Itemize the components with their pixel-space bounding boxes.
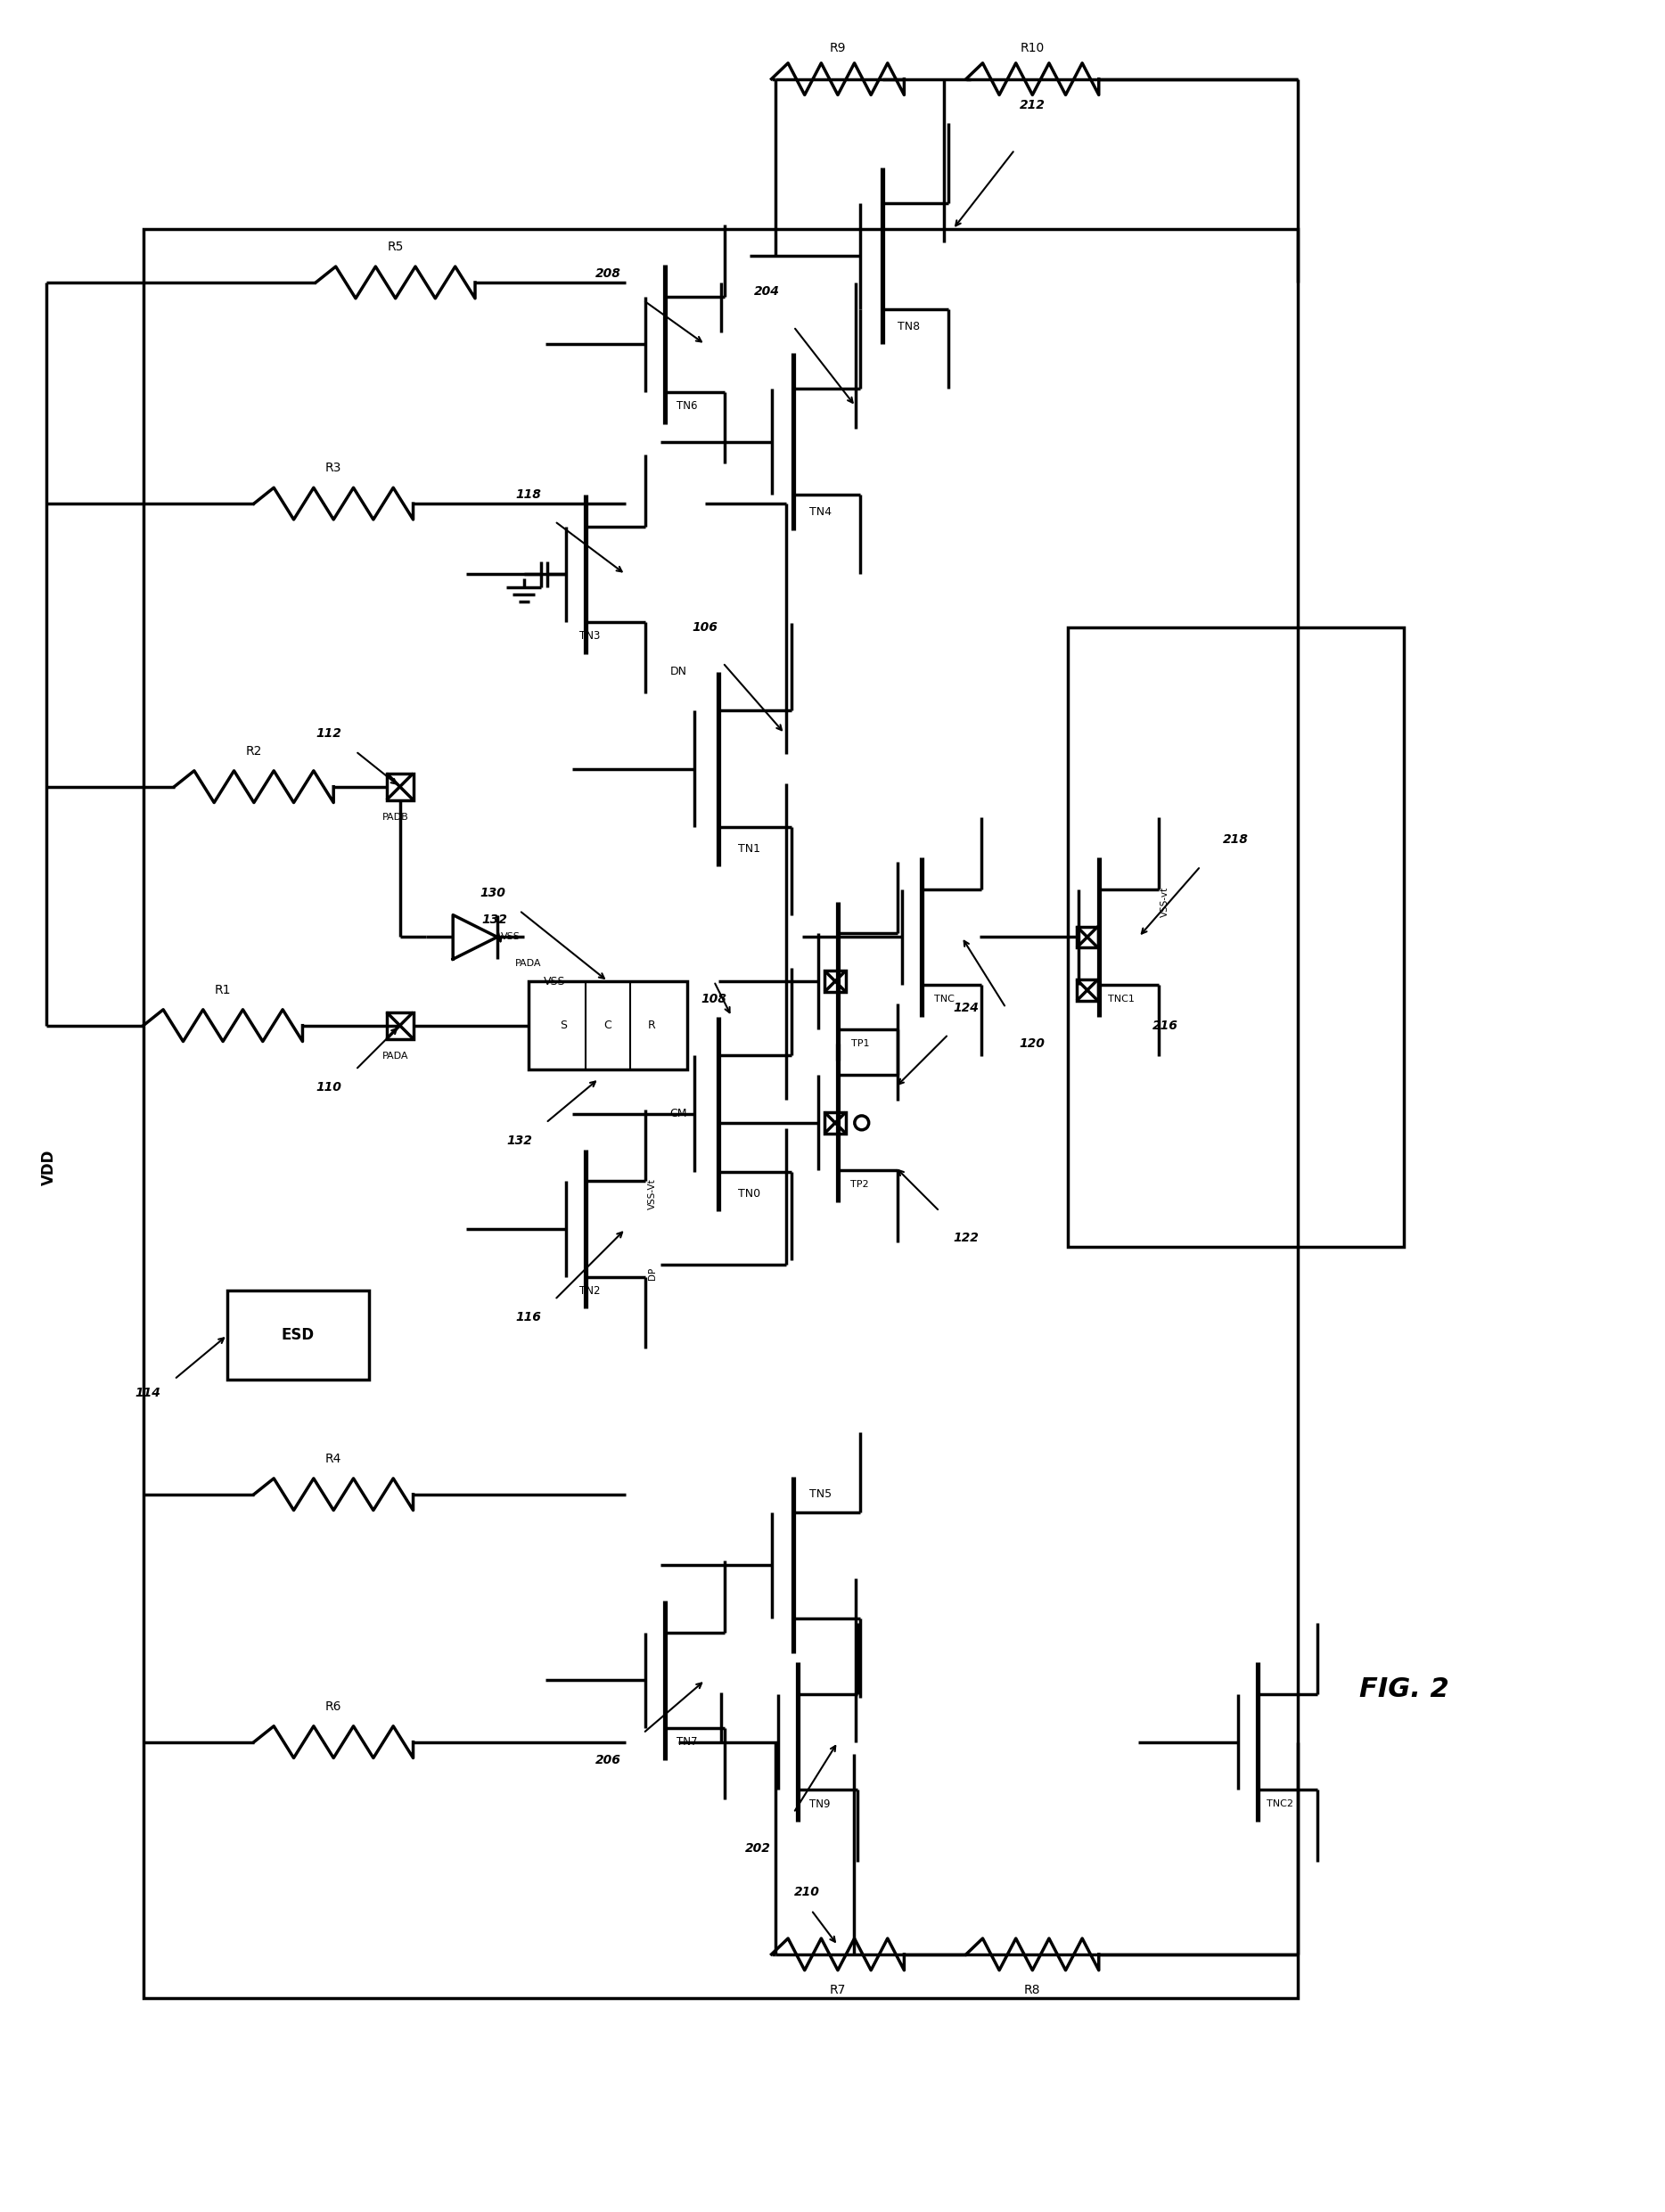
Text: 112: 112 [316, 728, 341, 739]
Text: R10: R10 [1021, 42, 1044, 55]
Text: PADA: PADA [514, 960, 541, 969]
Text: 212: 212 [1019, 100, 1046, 113]
Text: VSS: VSS [544, 975, 566, 987]
Text: 120: 120 [1019, 1037, 1046, 1048]
Text: ESD: ESD [281, 1327, 315, 1343]
Text: 130: 130 [480, 887, 506, 898]
Text: R8: R8 [1024, 1984, 1041, 1995]
Text: 206: 206 [594, 1754, 621, 1765]
Text: VSS-vt: VSS-vt [1161, 887, 1169, 916]
Text: TNC1: TNC1 [1107, 995, 1134, 1004]
Text: 116: 116 [514, 1312, 541, 1323]
Text: TN1: TN1 [738, 843, 761, 854]
Polygon shape [453, 916, 498, 960]
Text: 110: 110 [316, 1082, 341, 1093]
Bar [528, 982, 688, 1071]
Text: VSS: VSS [501, 933, 519, 942]
Bar [386, 774, 413, 801]
Text: R: R [648, 1020, 656, 1031]
Bar [824, 1113, 846, 1133]
Bar [228, 1292, 370, 1380]
Text: TN5: TN5 [809, 1489, 831, 1500]
Text: 210: 210 [794, 1887, 819, 1898]
Text: VDD: VDD [40, 1148, 57, 1186]
Text: 202: 202 [746, 1843, 771, 1854]
Text: PADB: PADB [383, 814, 408, 823]
Text: R3: R3 [325, 462, 341, 473]
Text: 124: 124 [954, 1002, 979, 1013]
Text: TN2: TN2 [579, 1285, 601, 1296]
Text: 218: 218 [1224, 834, 1249, 845]
Text: R1: R1 [215, 984, 231, 995]
Text: TN0: TN0 [738, 1188, 761, 1199]
Text: TN3: TN3 [579, 630, 601, 641]
Text: R7: R7 [829, 1984, 846, 1995]
Text: 204: 204 [754, 285, 779, 299]
Text: 122: 122 [954, 1232, 979, 1243]
Text: TN6: TN6 [678, 400, 698, 411]
Text: TNC: TNC [934, 995, 954, 1004]
Text: 118: 118 [514, 489, 541, 500]
Text: 216: 216 [1152, 1020, 1179, 1031]
Bar [1077, 980, 1097, 1000]
Text: TN9: TN9 [809, 1798, 831, 1809]
Text: R6: R6 [325, 1701, 341, 1712]
Text: CM: CM [669, 1108, 688, 1119]
Text: 114: 114 [135, 1387, 160, 1398]
Text: C: C [604, 1020, 611, 1031]
Text: DN: DN [669, 666, 688, 677]
Text: R5: R5 [388, 241, 403, 254]
Text: 132: 132 [506, 1135, 533, 1146]
Bar [143, 230, 1297, 2000]
Text: 132: 132 [481, 914, 508, 925]
Text: 108: 108 [701, 993, 728, 1004]
Bar [1067, 628, 1404, 1248]
Bar [1077, 927, 1097, 947]
Text: PADA: PADA [383, 1053, 408, 1062]
Text: 208: 208 [594, 268, 621, 281]
Bar [824, 971, 846, 991]
Text: TP2: TP2 [851, 1181, 869, 1190]
Text: VSS-Vt: VSS-Vt [648, 1179, 656, 1210]
Text: DP: DP [648, 1267, 656, 1279]
Text: TNC2: TNC2 [1267, 1801, 1294, 1809]
Text: TN8: TN8 [897, 321, 919, 332]
Text: TP1: TP1 [851, 1040, 869, 1048]
Text: TN4: TN4 [809, 507, 831, 518]
Text: R4: R4 [325, 1453, 341, 1464]
Text: TN7: TN7 [678, 1736, 698, 1747]
Text: R2: R2 [246, 745, 261, 757]
Text: S: S [559, 1020, 568, 1031]
Text: 106: 106 [693, 622, 718, 633]
Bar [386, 1013, 413, 1040]
Text: FIG. 2: FIG. 2 [1359, 1677, 1449, 1701]
Text: R9: R9 [829, 42, 846, 55]
